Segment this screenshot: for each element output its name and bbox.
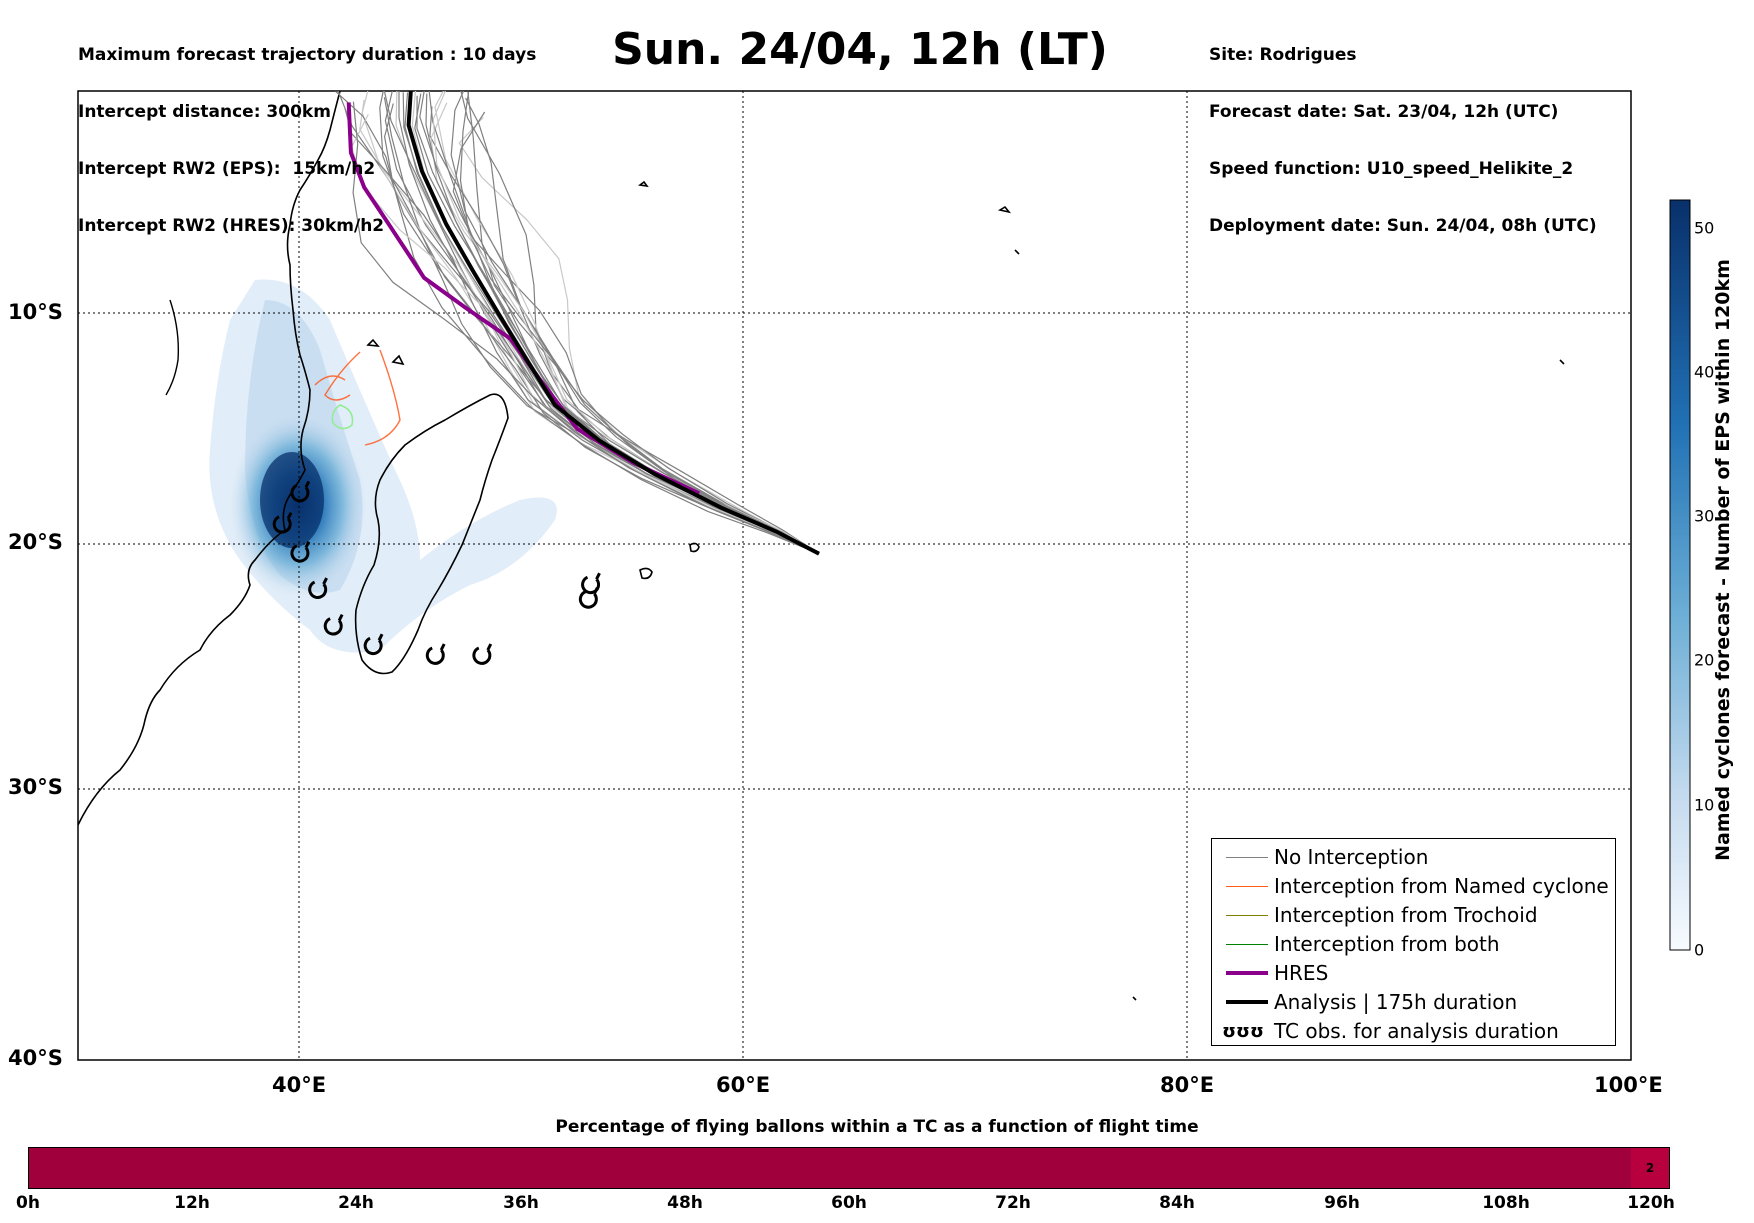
tc-observation-icon xyxy=(578,587,599,609)
legend-label: Interception from both xyxy=(1274,932,1500,956)
header-left-line: Intercept RW2 (EPS): 15km/h2 xyxy=(78,159,376,179)
lon-tick-label: 100°E xyxy=(1594,1073,1663,1097)
header-right-line: Speed function: U10_speed_Helikite_2 xyxy=(1209,159,1574,179)
flight-tick: 24h xyxy=(338,1193,374,1213)
tc-observation-icon xyxy=(290,480,311,503)
legend-item: ʊʊʊ TC obs. for analysis duration xyxy=(1212,1019,1559,1043)
ensemble-track xyxy=(467,92,820,555)
flight-tick: 120h xyxy=(1627,1193,1675,1213)
lat-tick-label: 40°S xyxy=(8,1046,63,1070)
colorbar-tick: 10 xyxy=(1694,795,1715,815)
zanzibar xyxy=(165,299,180,396)
amsterdam xyxy=(1132,996,1137,1001)
legend-item: Analysis | 175h duration xyxy=(1212,990,1517,1014)
ensemble-track xyxy=(458,116,820,555)
legend-line-named-cyclone xyxy=(1226,885,1268,887)
lon-tick-label: 60°E xyxy=(716,1073,771,1097)
header-right-line: Deployment date: Sun. 24/04, 08h (UTC) xyxy=(1209,216,1597,236)
flight-time-bar: 2 xyxy=(28,1147,1670,1189)
seychelles-b xyxy=(997,205,1012,214)
lon-tick-label: 80°E xyxy=(1160,1073,1215,1097)
flight-tick: 108h xyxy=(1482,1193,1530,1213)
legend-line-hres xyxy=(1226,971,1268,975)
coastlines xyxy=(78,91,1565,1001)
header-right-line: Site: Rodrigues xyxy=(1209,45,1357,65)
legend-item: HRES xyxy=(1212,961,1328,985)
tc-observation-icon xyxy=(272,512,293,534)
tc-observation-icon: ʊʊʊ xyxy=(1222,1020,1264,1042)
flight-tick: 84h xyxy=(1159,1193,1195,1213)
flight-tick: 12h xyxy=(174,1193,210,1213)
lon-tick-label: 40°E xyxy=(272,1073,327,1097)
colorbar-tick: 50 xyxy=(1694,218,1715,238)
legend-item: Interception from Named cyclone xyxy=(1212,874,1609,898)
header-left-info: Maximum forecast trajectory duration : 1… xyxy=(78,8,536,255)
ensemble-track xyxy=(352,101,820,555)
madagascar-coast xyxy=(354,393,509,675)
named-cyclone-interception-tracks xyxy=(314,349,401,446)
header-left-line: Intercept distance: 300km xyxy=(78,102,331,122)
legend-item: No Interception xyxy=(1212,845,1428,869)
lat-tick-label: 20°S xyxy=(8,530,63,554)
colorbar-tick: 30 xyxy=(1694,506,1715,526)
tc-observation-icon xyxy=(581,572,601,595)
flight-tick: 36h xyxy=(503,1193,539,1213)
mauritius xyxy=(639,567,653,580)
chagos xyxy=(1014,249,1020,255)
flight-bar-end-cell: 2 xyxy=(1631,1148,1669,1188)
colorbar-label: Named cyclones forecast - Number of EPS … xyxy=(1712,259,1734,861)
header-right-info: Site: Rodrigues Forecast date: Sat. 23/0… xyxy=(1209,8,1597,255)
map-legend: No Interception Interception from Named … xyxy=(1211,838,1616,1046)
tc-observation-icon xyxy=(308,577,328,599)
header-right-line: Forecast date: Sat. 23/04, 12h (UTC) xyxy=(1209,102,1559,122)
colorbar-tick: 20 xyxy=(1694,650,1715,670)
comoros-b xyxy=(366,338,380,347)
analysis-track xyxy=(406,91,820,556)
tc-observation-icon xyxy=(425,643,446,665)
both-interception-tracks xyxy=(331,404,354,430)
legend-line-both xyxy=(1226,943,1268,945)
flight-bar-title: Percentage of flying ballons within a TC… xyxy=(555,1117,1199,1137)
legend-label: Interception from Trochoid xyxy=(1274,903,1538,927)
lat-tick-label: 10°S xyxy=(8,300,63,324)
header-left-line: Intercept RW2 (HRES): 30km/h2 xyxy=(78,216,385,236)
colorbar-tick: 40 xyxy=(1694,362,1715,382)
legend-item: Interception from Trochoid xyxy=(1212,903,1538,927)
africa-coast xyxy=(78,91,341,826)
tc-observation-markers xyxy=(272,480,601,665)
flight-tick: 72h xyxy=(995,1193,1031,1213)
flight-tick: 48h xyxy=(667,1193,703,1213)
comoros-a xyxy=(391,354,405,366)
legend-label: TC obs. for analysis duration xyxy=(1274,1019,1559,1043)
lat-tick-label: 30°S xyxy=(8,775,63,799)
tc-observation-icon xyxy=(472,643,493,665)
legend-label: Analysis | 175h duration xyxy=(1274,990,1518,1014)
page-title: Sun. 24/04, 12h (LT) xyxy=(612,24,1108,75)
colorbar-tick: 0 xyxy=(1694,940,1705,960)
flight-tick: 60h xyxy=(831,1193,867,1213)
tc-observation-icon xyxy=(323,613,344,636)
legend-label: Interception from Named cyclone xyxy=(1274,874,1609,898)
graticule xyxy=(78,91,1631,1060)
tc-observation-icon xyxy=(363,633,384,656)
colorbar xyxy=(1669,199,1691,951)
flight-tick: 96h xyxy=(1324,1193,1360,1213)
legend-line-trochoid xyxy=(1226,914,1268,916)
flight-tick: 0h xyxy=(16,1193,40,1213)
legend-label: No Interception xyxy=(1274,845,1429,869)
header-left-line: Maximum forecast trajectory duration : 1… xyxy=(78,45,537,65)
legend-label: HRES xyxy=(1274,961,1329,985)
tc-observation-icon xyxy=(290,541,311,563)
seychelles-a xyxy=(637,180,649,188)
flight-bar-end-value: 2 xyxy=(1645,1161,1655,1175)
ensemble-track xyxy=(335,91,820,555)
legend-line-analysis xyxy=(1226,1000,1268,1004)
legend-item: Interception from both xyxy=(1212,932,1500,956)
legend-line-no-interception xyxy=(1226,856,1268,858)
maldives xyxy=(1559,359,1565,365)
